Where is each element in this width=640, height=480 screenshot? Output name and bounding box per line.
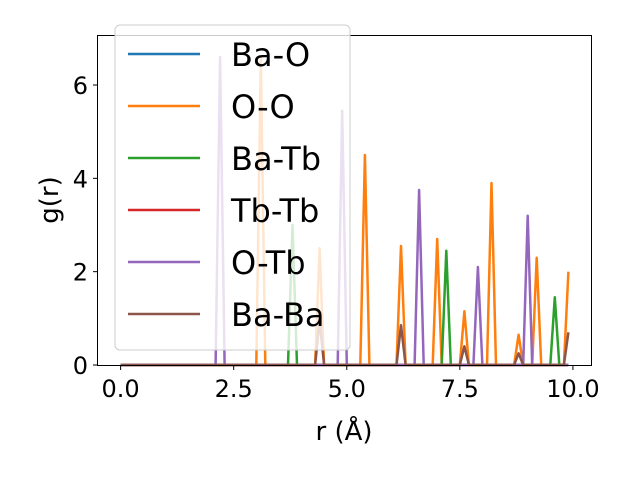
x-axis: 0.0 2.5 5.0 7.5 10.0 <box>102 365 600 403</box>
y-tick-label: 0 <box>73 352 88 380</box>
y-axis: 0 2 4 6 <box>73 72 98 380</box>
y-tick-label: 4 <box>73 165 88 193</box>
x-tick-label: 10.0 <box>546 375 599 403</box>
x-tick-label: 2.5 <box>215 375 253 403</box>
x-axis-label: r (Å) <box>315 415 372 447</box>
y-tick-label: 6 <box>73 72 88 100</box>
legend-label-o-o: O-O <box>231 88 295 126</box>
x-tick-label: 5.0 <box>328 375 366 403</box>
x-tick-label: 7.5 <box>441 375 479 403</box>
legend-label-ba-ba: Ba-Ba <box>231 296 325 334</box>
y-tick-label: 2 <box>73 259 88 287</box>
y-axis-label: g(r) <box>35 176 65 223</box>
legend-label-ba-o: Ba-O <box>231 36 310 74</box>
x-tick-label: 0.0 <box>102 375 140 403</box>
legend-label-tb-tb: Tb-Tb <box>230 192 319 230</box>
legend-label-ba-tb: Ba-Tb <box>231 140 321 178</box>
legend: Ba-O O-O Ba-Tb Tb-Tb O-Tb Ba-Ba <box>114 24 351 351</box>
legend-label-o-tb: O-Tb <box>231 244 306 282</box>
